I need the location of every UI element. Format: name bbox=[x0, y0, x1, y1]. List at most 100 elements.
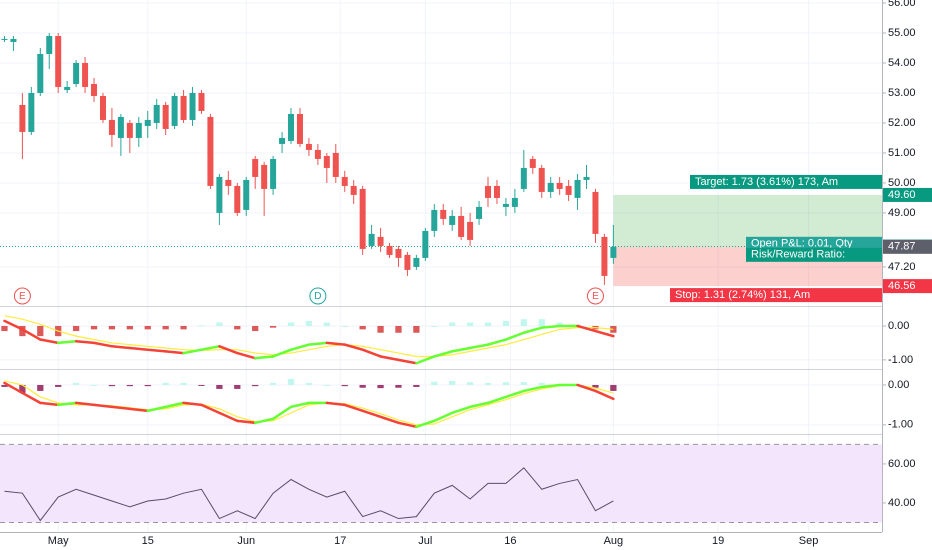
macd-line-segment bbox=[182, 401, 203, 407]
macd-line-segment bbox=[74, 339, 96, 345]
candle-body bbox=[377, 236, 384, 246]
candle-body bbox=[189, 92, 196, 120]
candle-body bbox=[108, 119, 115, 135]
macd-line-segment bbox=[21, 328, 42, 341]
candle-body bbox=[243, 179, 250, 210]
macd-line-segment bbox=[146, 405, 167, 413]
candle-body bbox=[180, 95, 187, 120]
macd-line-segment bbox=[92, 403, 114, 409]
histogram-bar bbox=[55, 384, 62, 387]
histogram-bar bbox=[144, 325, 151, 330]
histogram-bar bbox=[1, 384, 8, 387]
histogram-bar bbox=[269, 382, 277, 385]
histogram-bar bbox=[234, 325, 241, 330]
candle-body bbox=[99, 95, 106, 120]
macd-line-segment bbox=[164, 350, 185, 355]
candle-body bbox=[404, 254, 411, 270]
y-tick-label: 55.00 bbox=[888, 27, 916, 39]
stop-text: Stop: 1.31 (2.74%) 131, Am bbox=[675, 289, 810, 301]
candle-body bbox=[234, 185, 241, 213]
histogram-bar bbox=[502, 382, 510, 385]
y-tick-label: 54.00 bbox=[888, 57, 916, 69]
candle-body bbox=[476, 206, 483, 219]
macd-line-segment bbox=[325, 341, 346, 346]
macd-line-segment bbox=[3, 381, 24, 395]
macd-line-segment bbox=[450, 346, 472, 353]
candle-body bbox=[207, 116, 214, 186]
candle-body bbox=[556, 182, 563, 189]
candle-body bbox=[350, 185, 357, 195]
candle-body bbox=[395, 248, 402, 258]
histogram-bar bbox=[502, 320, 510, 326]
candle-body bbox=[314, 149, 321, 159]
histogram-bar bbox=[162, 382, 169, 385]
price-tag bbox=[883, 187, 932, 202]
macd-line-segment bbox=[379, 355, 400, 362]
candle-body bbox=[332, 152, 339, 177]
y-tick-label: 60.00 bbox=[888, 458, 916, 470]
event-label: E bbox=[592, 291, 599, 302]
candle-body bbox=[82, 62, 89, 87]
macd-line-segment bbox=[182, 348, 203, 355]
macd-line-segment bbox=[343, 343, 364, 351]
candle-body bbox=[19, 104, 26, 132]
macd-line-segment bbox=[200, 403, 221, 415]
macd-line-segment bbox=[522, 385, 543, 393]
candle-body bbox=[1, 38, 8, 40]
macd-line-segment bbox=[253, 417, 275, 425]
histogram-bar bbox=[431, 325, 438, 327]
price-axis-bg bbox=[882, 0, 932, 550]
macd-line-segment bbox=[361, 409, 382, 419]
histogram-bar bbox=[341, 384, 348, 387]
histogram-bar bbox=[252, 384, 259, 387]
candle-body bbox=[529, 158, 536, 168]
candle-body bbox=[162, 104, 169, 129]
price-tag-label: 47.87 bbox=[888, 241, 916, 253]
price-tag bbox=[883, 239, 932, 254]
histogram-bar bbox=[323, 322, 330, 326]
event-marker bbox=[13, 287, 31, 305]
histogram-bar bbox=[538, 319, 545, 326]
histogram-bar bbox=[72, 382, 80, 385]
candle-body bbox=[198, 92, 205, 111]
macd-line-segment bbox=[3, 319, 24, 331]
candle-body bbox=[601, 236, 608, 276]
histogram-bar bbox=[520, 319, 527, 326]
candle-body bbox=[431, 209, 438, 231]
macd-line-segment bbox=[289, 401, 311, 409]
candle-body bbox=[440, 209, 447, 219]
histogram-bar bbox=[287, 378, 295, 385]
macd-line-segment bbox=[236, 351, 257, 360]
candle-body bbox=[458, 215, 465, 237]
macd-line-segment bbox=[56, 401, 78, 407]
event-label: D bbox=[314, 291, 321, 302]
candle-body bbox=[28, 92, 35, 132]
macd-line-segment bbox=[576, 383, 597, 393]
plots: E D E Target: 1.73 (3.61%) 173, Am Open P&L:… bbox=[0, 32, 882, 523]
macd-line-segment bbox=[504, 331, 526, 341]
histogram-bar bbox=[287, 322, 295, 326]
histogram-bar bbox=[198, 384, 205, 386]
candle-body bbox=[422, 230, 429, 258]
target-text-bg bbox=[690, 174, 882, 189]
macd-line-segment bbox=[379, 415, 400, 425]
macd-line-segment bbox=[576, 324, 597, 333]
grid bbox=[0, 0, 882, 532]
histogram-bar bbox=[234, 384, 241, 389]
histogram-bar bbox=[72, 325, 80, 332]
histogram-bar bbox=[126, 384, 133, 387]
price-tag bbox=[883, 279, 932, 294]
macd-line-segment bbox=[361, 348, 382, 358]
candle-body bbox=[413, 257, 420, 267]
candle-body bbox=[55, 35, 62, 87]
candle-body bbox=[126, 122, 133, 138]
candle-body bbox=[171, 95, 178, 126]
x-tick-label: 19 bbox=[712, 535, 724, 547]
histogram-bar bbox=[413, 325, 420, 333]
candle-body bbox=[73, 62, 80, 84]
macd-line-segment bbox=[21, 391, 42, 405]
signal-line bbox=[4, 315, 614, 358]
candle-body bbox=[225, 179, 232, 186]
candle-body bbox=[467, 221, 474, 240]
